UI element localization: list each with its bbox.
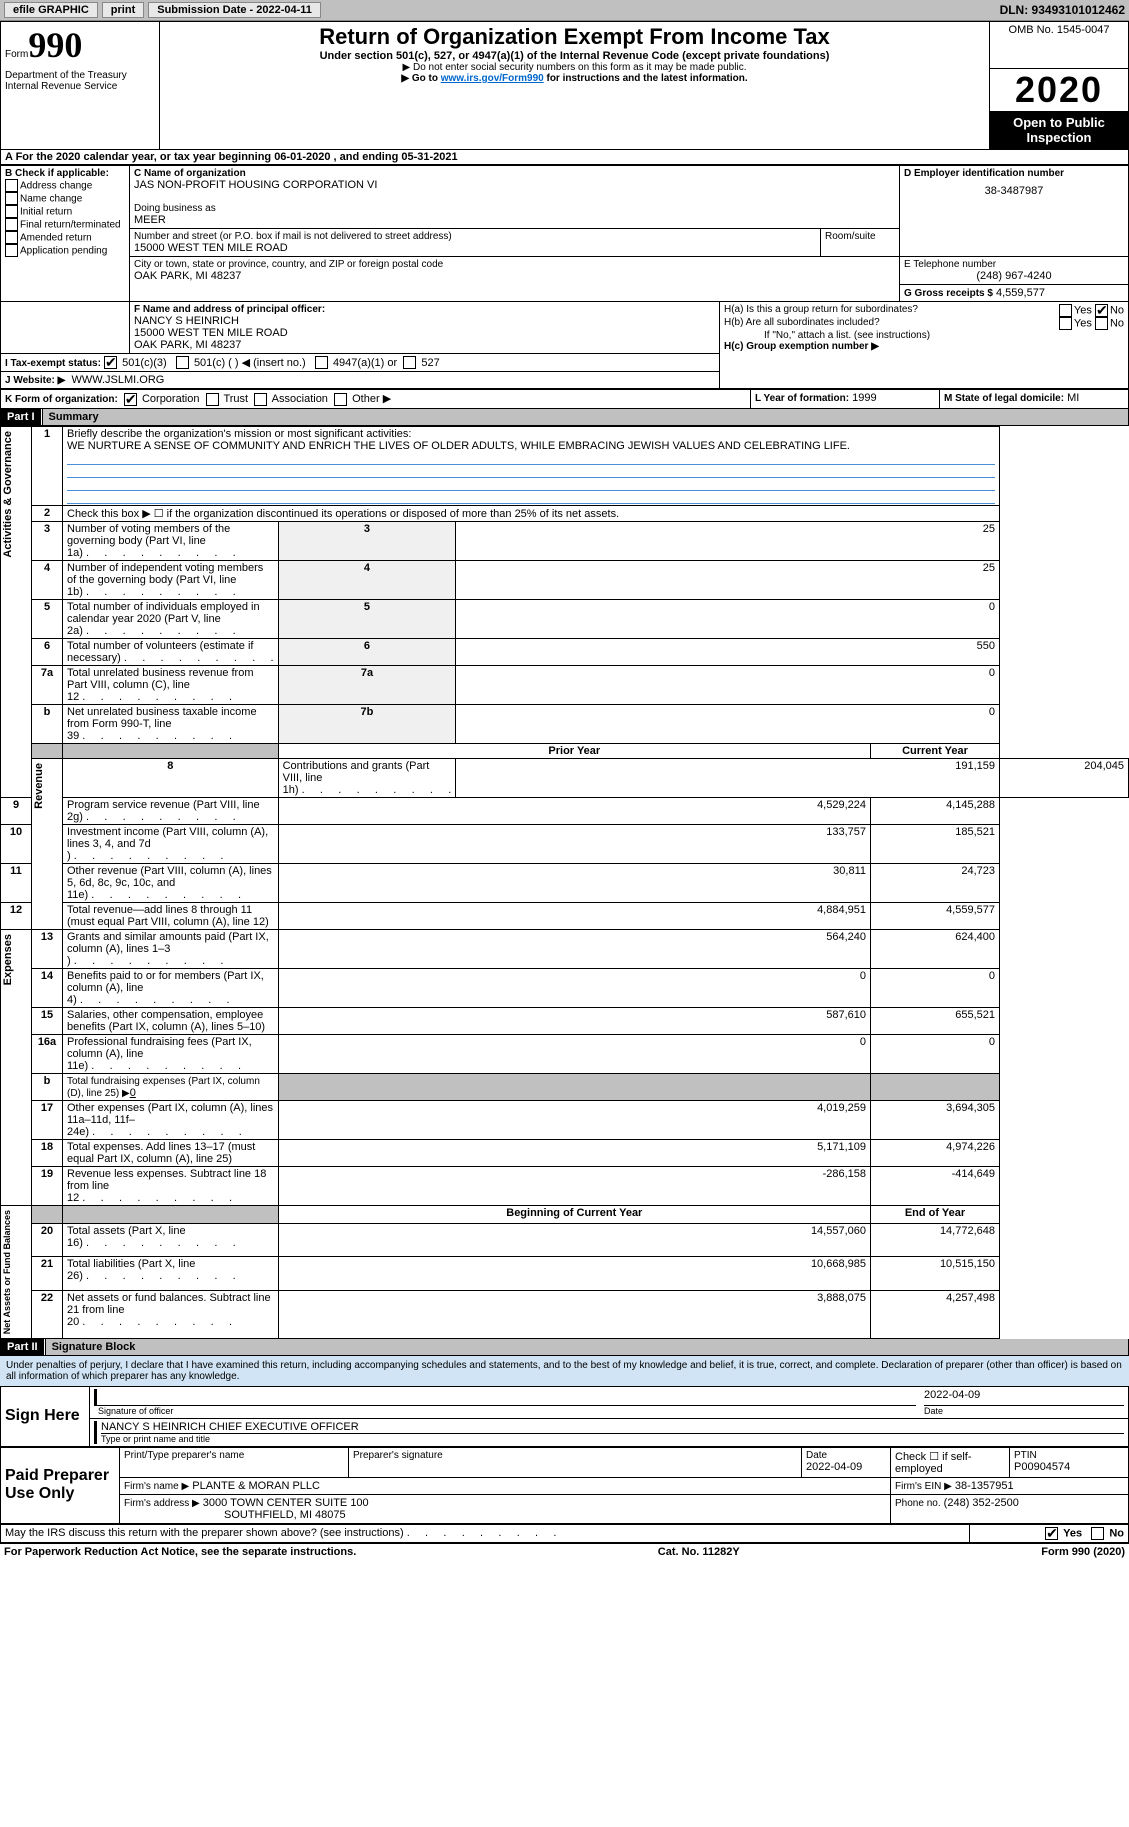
dba: MEER [134, 214, 895, 226]
cb-discuss-yes[interactable] [1045, 1527, 1058, 1540]
cb-hb-yes[interactable] [1059, 317, 1072, 330]
efile-label: efile GRAPHIC [4, 2, 98, 18]
box-g-lbl: G Gross receipts $ [904, 288, 993, 299]
paid-preparer: Paid Preparer Use Only [1, 1447, 120, 1523]
instructions-link[interactable]: www.irs.gov/Form990 [441, 73, 544, 84]
form-subtitle: Under section 501(c), 527, or 4947(a)(1)… [164, 50, 985, 62]
vlabel-governance: Activities & Governance [1, 427, 15, 562]
dln: DLN: 93493101012462 [1000, 3, 1125, 17]
fh-row: F Name and address of principal officer:… [0, 302, 1129, 390]
mission: WE NURTURE A SENSE OF COMMUNITY AND ENRI… [67, 440, 850, 452]
declaration: Under penalties of perjury, I declare th… [0, 1356, 1129, 1386]
section-a: A For the 2020 calendar year, or tax yea… [0, 150, 1129, 165]
summary-table: Activities & Governance 1 Briefly descri… [0, 426, 1129, 1339]
ha-lbl: H(a) Is this a group return for subordin… [724, 304, 918, 317]
cb-assoc[interactable] [254, 393, 267, 406]
q1: Briefly describe the organization's miss… [67, 428, 411, 440]
cb-name-change[interactable] [5, 192, 18, 205]
dba-lbl: Doing business as [134, 203, 895, 214]
topbar: efile GRAPHIC print Submission Date - 20… [0, 0, 1129, 21]
klm-row: K Form of organization: Corporation Trus… [0, 389, 1129, 409]
box-i-lbl: I Tax-exempt status: [5, 358, 101, 369]
box-d-lbl: D Employer identification number [904, 168, 1124, 179]
part2-header: Part II Signature Block [0, 1339, 1129, 1356]
vlabel-revenue: Revenue [32, 759, 46, 813]
print-button[interactable]: print [102, 2, 144, 18]
q2: Check this box ▶ ☐ if the organization d… [63, 505, 1000, 521]
dept-treasury: Department of the Treasury Internal Reve… [1, 68, 160, 149]
city: OAK PARK, MI 48237 [134, 270, 895, 282]
gross-receipts: 4,559,577 [996, 287, 1045, 299]
hc-lbl: H(c) Group exemption number ▶ [724, 341, 1124, 352]
org-name: JAS NON-PROFIT HOUSING CORPORATION VI [134, 179, 895, 191]
website: WWW.JSLMI.ORG [71, 374, 164, 386]
preparer-table: Paid Preparer Use Only Print/Type prepar… [0, 1447, 1129, 1524]
cb-final-return[interactable] [5, 218, 18, 231]
cb-501c3[interactable] [104, 356, 117, 369]
cb-discuss-no[interactable] [1091, 1527, 1104, 1540]
cb-ha-yes[interactable] [1059, 304, 1072, 317]
cb-address-change[interactable] [5, 179, 18, 192]
vlabel-netassets: Net Assets or Fund Balances [1, 1206, 13, 1338]
officer-addr1: 15000 WEST TEN MILE ROAD [134, 327, 715, 339]
form-title: Return of Organization Exempt From Incom… [164, 24, 985, 50]
hb-lbl: H(b) Are all subordinates included? [724, 317, 880, 330]
hb-note: If "No," attach a list. (see instruction… [724, 330, 1124, 341]
tax-year: 2020 [990, 69, 1128, 111]
box-c-name-lbl: C Name of organization [134, 168, 895, 179]
ein: 38-3487987 [904, 179, 1124, 203]
officer-name: NANCY S HEINRICH [134, 315, 715, 327]
form-label: Form [5, 49, 28, 60]
cb-trust[interactable] [206, 393, 219, 406]
omb-number: OMB No. 1545-0047 [990, 22, 1129, 69]
form-header: Form990 Return of Organization Exempt Fr… [0, 21, 1129, 150]
form-warn1: ▶ Do not enter social security numbers o… [164, 62, 985, 73]
cb-ha-no[interactable] [1095, 304, 1108, 317]
submission-date: Submission Date - 2022-04-11 [148, 2, 321, 18]
cb-amended[interactable] [5, 231, 18, 244]
cb-4947[interactable] [315, 356, 328, 369]
addr-lbl: Number and street (or P.O. box if mail i… [134, 231, 816, 242]
vlabel-expenses: Expenses [1, 930, 15, 989]
cb-corp[interactable] [124, 393, 137, 406]
address: 15000 WEST TEN MILE ROAD [134, 242, 816, 254]
signature-table: Sign Here Signature of officer 2022-04-0… [0, 1386, 1129, 1447]
cb-501c[interactable] [176, 356, 189, 369]
phone: (248) 967-4240 [904, 270, 1124, 282]
cb-app-pending[interactable] [5, 244, 18, 257]
form-warn2: ▶ Go to www.irs.gov/Form990 for instruct… [164, 73, 985, 84]
cb-other[interactable] [334, 393, 347, 406]
cb-initial-return[interactable] [5, 205, 18, 218]
box-e-lbl: E Telephone number [904, 259, 1124, 270]
discuss-row: May the IRS discuss this return with the… [0, 1524, 1129, 1543]
cb-527[interactable] [403, 356, 416, 369]
box-f-lbl: F Name and address of principal officer: [134, 304, 715, 315]
box-j-lbl: J Website: ▶ [5, 375, 65, 386]
officer-addr2: OAK PARK, MI 48237 [134, 339, 715, 351]
open-public: Open to Public Inspection [990, 111, 1128, 149]
city-lbl: City or town, state or province, country… [134, 259, 895, 270]
box-b-title: B Check if applicable: [5, 168, 125, 179]
box-k-lbl: K Form of organization: [5, 394, 118, 405]
sign-here: Sign Here [1, 1386, 90, 1446]
cb-hb-no[interactable] [1095, 317, 1108, 330]
header-boxes: B Check if applicable: Address change Na… [0, 165, 1129, 302]
room-lbl: Room/suite [825, 231, 895, 242]
footer: For Paperwork Reduction Act Notice, see … [0, 1543, 1129, 1560]
form-number: 990 [28, 25, 82, 65]
part1-header: Part I Summary [0, 409, 1129, 426]
